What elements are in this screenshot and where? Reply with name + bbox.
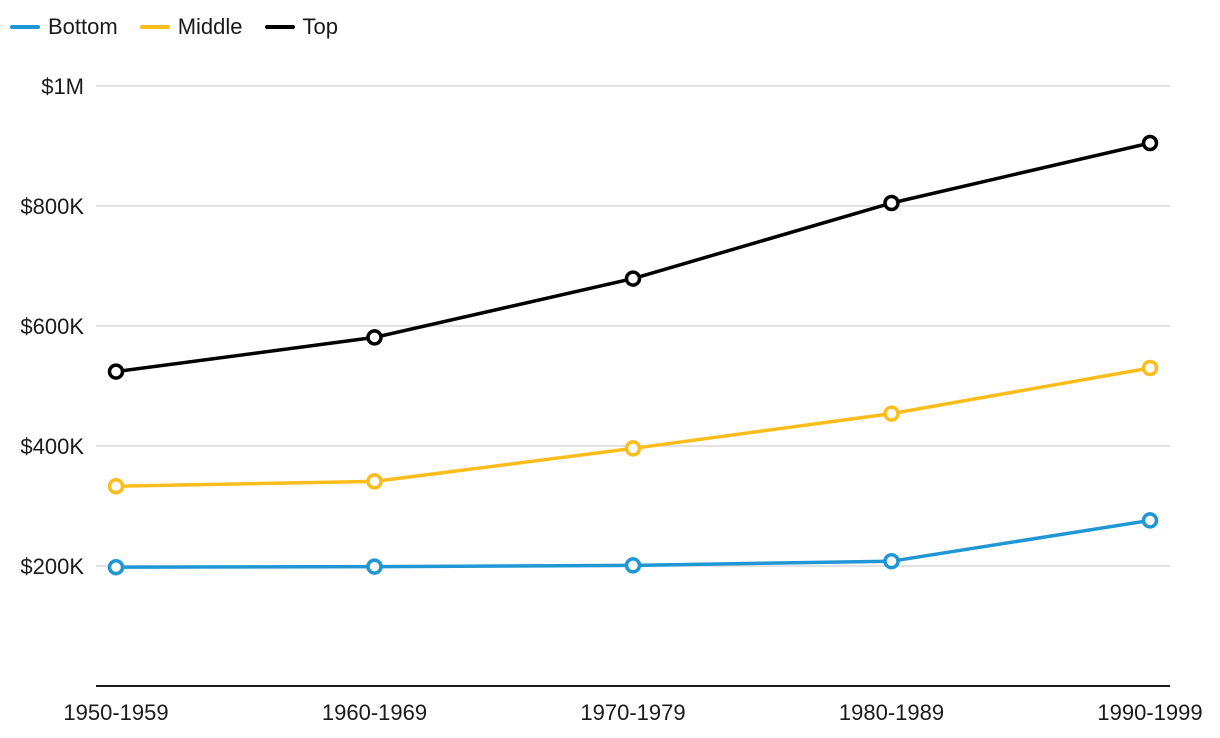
data-point-bottom xyxy=(366,558,383,575)
data-point-bottom xyxy=(107,558,125,576)
legend-item-middle: Middle xyxy=(139,14,243,40)
x-tick-label: 1950-1959 xyxy=(63,700,168,725)
grid-layer xyxy=(96,85,1170,567)
legend-swatch-middle xyxy=(139,25,170,29)
x-tick-label: 1970-1979 xyxy=(580,700,685,725)
legend-item-bottom: Bottom xyxy=(10,14,118,40)
y-tick-label: $600K xyxy=(20,314,84,339)
legend-label-top: Top xyxy=(302,14,338,39)
data-point-top xyxy=(624,270,642,287)
data-point-bottom xyxy=(624,557,642,574)
y-tick-label: $200K xyxy=(20,554,84,579)
x-tick-label: 1990-1999 xyxy=(1097,700,1202,725)
legend-item-top: Top xyxy=(264,14,338,40)
y-tick-label: $800K xyxy=(20,194,84,219)
legend-swatch-top xyxy=(264,25,295,29)
data-point-middle xyxy=(1141,359,1159,377)
legend-label-bottom: Bottom xyxy=(48,14,118,39)
series-line-top xyxy=(114,141,1152,374)
x-tick-label: 1960-1969 xyxy=(322,700,427,725)
data-point-middle xyxy=(883,405,900,422)
series-line-middle xyxy=(114,366,1152,488)
y-tick-label: $1M xyxy=(41,74,84,99)
data-point-middle xyxy=(107,477,125,495)
data-point-bottom xyxy=(883,552,900,570)
data-point-middle xyxy=(366,473,383,490)
series-top xyxy=(107,134,1159,380)
y-tick-label: $400K xyxy=(20,434,84,459)
axis-layer: $200K $400K $600K $800K $1M 1950-1959 1960-196… xyxy=(20,74,1202,725)
data-point-top xyxy=(1141,134,1159,152)
series-middle xyxy=(107,359,1159,495)
data-point-top xyxy=(883,194,900,212)
x-tick-label: 1980-1989 xyxy=(839,700,944,725)
legend-swatch-bottom xyxy=(10,25,40,29)
data-point-top xyxy=(107,363,125,380)
data-point-top xyxy=(366,329,383,346)
chart-legend: Bottom Middle Top xyxy=(10,14,360,40)
data-point-middle xyxy=(624,440,642,457)
series-bottom xyxy=(107,512,1159,576)
legend-label-middle: Middle xyxy=(177,14,243,39)
data-point-bottom xyxy=(1141,512,1159,529)
series-layer xyxy=(107,134,1159,576)
